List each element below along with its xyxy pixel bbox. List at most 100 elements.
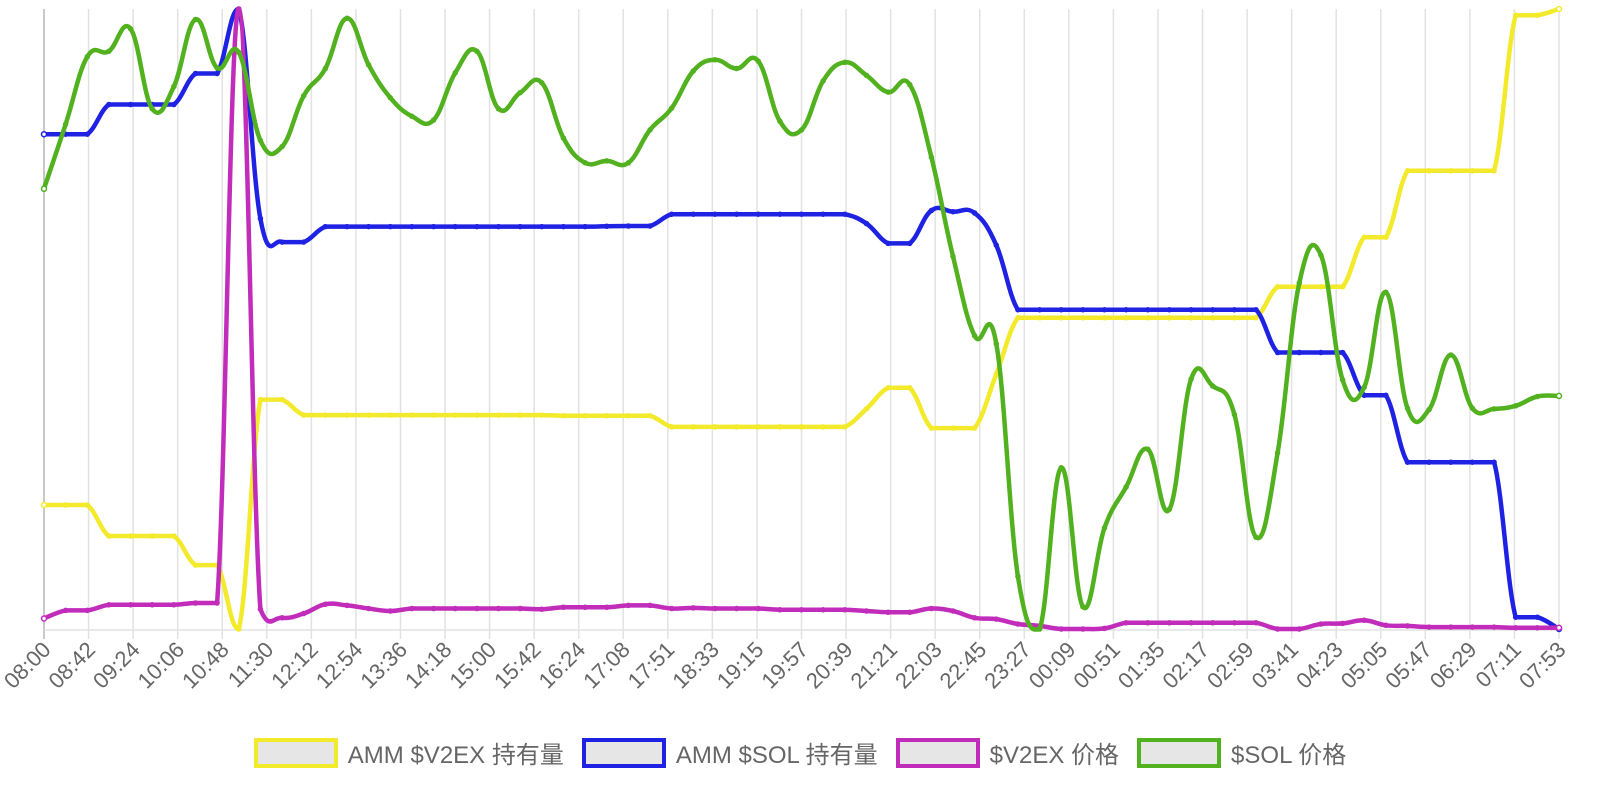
data-point[interactable] — [1491, 406, 1497, 412]
data-point[interactable] — [1209, 315, 1216, 321]
data-point[interactable] — [214, 70, 220, 77]
data-point[interactable] — [582, 412, 588, 419]
data-point[interactable] — [1036, 315, 1043, 321]
data-point[interactable] — [192, 16, 199, 23]
data-point[interactable] — [84, 607, 91, 614]
data-point[interactable] — [733, 605, 740, 612]
data-point[interactable] — [1209, 620, 1216, 626]
data-point[interactable] — [1123, 620, 1129, 626]
data-point[interactable] — [755, 605, 761, 612]
data-point[interactable] — [885, 240, 891, 247]
data-point[interactable] — [863, 608, 870, 614]
data-point[interactable] — [712, 605, 718, 612]
data-point[interactable] — [733, 211, 740, 217]
data-point[interactable] — [474, 48, 480, 54]
data-point[interactable] — [1448, 624, 1454, 630]
data-point[interactable] — [1491, 459, 1497, 465]
data-point[interactable] — [1383, 622, 1389, 629]
data-point[interactable] — [1101, 625, 1108, 632]
data-point[interactable] — [344, 15, 350, 22]
data-point[interactable] — [1383, 289, 1389, 296]
data-point[interactable] — [1555, 5, 1563, 13]
data-point[interactable] — [625, 223, 632, 229]
data-point[interactable] — [127, 26, 134, 32]
data-point[interactable] — [906, 240, 913, 247]
data-point[interactable] — [1036, 626, 1043, 632]
data-point[interactable] — [842, 211, 848, 217]
data-point[interactable] — [1512, 614, 1519, 620]
data-point[interactable] — [863, 72, 870, 79]
data-point[interactable] — [300, 93, 307, 99]
data-point[interactable] — [1404, 168, 1411, 174]
data-point[interactable] — [755, 58, 761, 64]
data-point[interactable] — [906, 385, 913, 391]
data-point[interactable] — [539, 80, 545, 86]
data-point[interactable] — [149, 602, 155, 608]
data-point[interactable] — [1448, 459, 1454, 465]
data-point[interactable] — [1166, 620, 1173, 626]
data-point[interactable] — [84, 53, 91, 60]
data-point[interactable] — [560, 223, 567, 230]
data-point[interactable] — [1145, 446, 1151, 452]
data-point[interactable] — [1080, 306, 1086, 313]
data-point[interactable] — [777, 211, 783, 217]
data-point[interactable] — [647, 412, 653, 419]
data-point[interactable] — [971, 425, 978, 431]
data-point[interactable] — [993, 341, 1000, 347]
data-point[interactable] — [1231, 620, 1238, 626]
data-point[interactable] — [1015, 306, 1021, 313]
data-point[interactable] — [1058, 306, 1064, 313]
data-point[interactable] — [127, 602, 134, 608]
data-point[interactable] — [863, 220, 870, 227]
data-point[interactable] — [192, 562, 199, 568]
data-point[interactable] — [1426, 406, 1432, 413]
data-point[interactable] — [1123, 484, 1129, 490]
data-point[interactable] — [1469, 624, 1476, 630]
data-point[interactable] — [928, 154, 935, 160]
data-point[interactable] — [798, 424, 805, 430]
data-point[interactable] — [1058, 626, 1064, 632]
data-point[interactable] — [430, 223, 437, 230]
data-point[interactable] — [62, 502, 69, 508]
data-point[interactable] — [1188, 620, 1194, 626]
data-point[interactable] — [625, 412, 632, 419]
data-point[interactable] — [1555, 392, 1563, 400]
data-point[interactable] — [1469, 405, 1476, 412]
data-point[interactable] — [885, 89, 891, 95]
data-point[interactable] — [1123, 306, 1129, 313]
data-point[interactable] — [474, 605, 480, 612]
data-point[interactable] — [106, 533, 112, 539]
data-point[interactable] — [1015, 573, 1021, 580]
data-point[interactable] — [1318, 621, 1324, 627]
data-point[interactable] — [777, 607, 783, 613]
data-point[interactable] — [409, 605, 415, 612]
data-point[interactable] — [495, 412, 502, 418]
data-point[interactable] — [1253, 315, 1259, 321]
data-point[interactable] — [971, 615, 978, 621]
data-point[interactable] — [1080, 603, 1086, 610]
legend-item-amm-v2ex[interactable]: AMM $V2EX 持有量 — [253, 735, 564, 770]
data-point[interactable] — [777, 424, 783, 430]
data-point[interactable] — [1209, 306, 1216, 313]
data-point[interactable] — [603, 604, 610, 611]
data-point[interactable] — [668, 211, 675, 217]
data-point[interactable] — [236, 49, 242, 56]
data-point[interactable] — [798, 127, 805, 133]
data-point[interactable] — [1404, 623, 1411, 629]
data-point[interactable] — [906, 81, 913, 88]
data-point[interactable] — [582, 604, 588, 611]
data-point[interactable] — [820, 607, 826, 613]
data-point[interactable] — [84, 131, 91, 137]
data-point[interactable] — [1534, 393, 1541, 400]
data-point[interactable] — [1058, 315, 1064, 321]
data-point[interactable] — [625, 602, 632, 609]
data-point[interactable] — [149, 106, 155, 112]
data-point[interactable] — [1296, 280, 1303, 286]
data-point[interactable] — [40, 615, 48, 622]
data-point[interactable] — [1448, 352, 1454, 358]
data-point[interactable] — [842, 607, 848, 613]
data-point[interactable] — [40, 185, 48, 193]
data-point[interactable] — [1318, 284, 1324, 290]
data-point[interactable] — [1296, 349, 1303, 356]
data-point[interactable] — [344, 412, 350, 418]
